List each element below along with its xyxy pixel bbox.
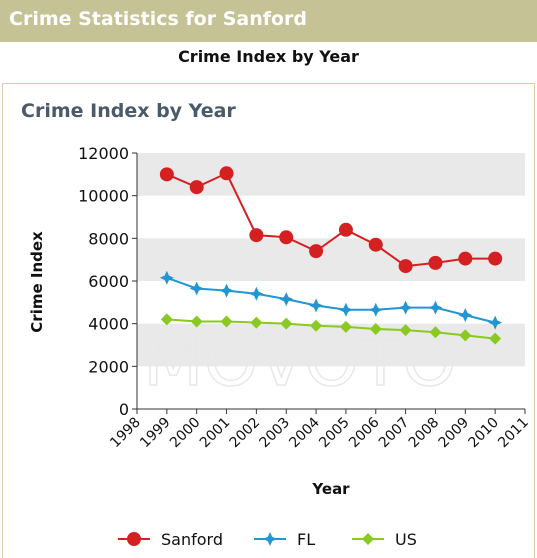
data-point-fl	[488, 315, 503, 330]
legend-item-us: US	[352, 530, 417, 549]
legend-marker-us	[362, 533, 374, 545]
x-tick-label: 2003	[257, 415, 294, 452]
y-tick-label: 6000	[88, 272, 129, 291]
chart-panel	[2, 83, 535, 558]
chart-subheading: Crime Index by Year	[178, 47, 359, 66]
data-point-us	[489, 332, 502, 345]
x-tick-label: 2008	[406, 415, 443, 452]
data-point-sanford	[338, 222, 353, 237]
legend-item-sanford: Sanford	[118, 530, 223, 549]
data-point-sanford	[428, 255, 443, 270]
x-tick-label: 2011	[495, 415, 532, 452]
series-line-fl	[166, 276, 496, 324]
legend-label-sanford: Sanford	[161, 530, 223, 549]
x-tick-label: 2004	[286, 414, 323, 451]
data-point-fl	[428, 300, 443, 315]
data-point-fl	[279, 292, 294, 307]
page-title: Crime Statistics for Sanford	[9, 8, 308, 30]
data-point-us	[310, 319, 323, 332]
x-tick-label: 2000	[167, 415, 204, 452]
x-tick-label: 2010	[465, 415, 502, 452]
data-point-us	[160, 313, 173, 326]
data-point-us	[429, 326, 442, 339]
data-point-us	[280, 317, 293, 330]
data-point-fl	[189, 281, 204, 296]
legend-marker-fl	[263, 532, 277, 546]
y-tick-label: 4000	[88, 315, 129, 334]
series-fl	[159, 270, 503, 330]
chart-title: Crime Index by Year	[21, 100, 236, 122]
series-us	[160, 313, 502, 345]
y-tick-label: 8000	[88, 229, 129, 248]
series-group	[159, 166, 503, 345]
data-point-sanford	[309, 244, 324, 259]
y-tick-labels: 0 2000 4000 6000 8000 10000 12000	[78, 144, 129, 419]
watermark-text: MOVOTO	[143, 320, 457, 402]
data-point-sanford	[219, 166, 234, 181]
y-tick-label: 0	[119, 400, 129, 419]
data-point-us	[190, 315, 203, 328]
legend: Sanford FL US	[118, 530, 417, 549]
data-point-fl	[159, 270, 174, 285]
data-point-fl	[338, 302, 353, 317]
x-tick-label: 1998	[107, 415, 144, 452]
data-point-sanford	[249, 228, 264, 243]
data-point-sanford	[398, 259, 413, 274]
data-point-us	[220, 315, 233, 328]
y-tick-label: 12000	[78, 144, 129, 163]
data-point-fl	[398, 300, 413, 315]
x-tick-labels: 1998199920002001200220032004200520062007…	[107, 414, 532, 451]
y-axis-label: Crime Index	[28, 231, 46, 333]
series-sanford	[159, 166, 503, 274]
data-point-sanford	[159, 167, 174, 182]
data-point-sanford	[279, 230, 294, 245]
data-point-fl	[309, 298, 324, 313]
legend-item-fl: FL	[254, 530, 315, 549]
y-tick-label: 2000	[88, 357, 129, 376]
legend-marker-sanford	[127, 532, 141, 546]
header-bar: Crime Statistics for Sanford	[0, 0, 537, 42]
x-tick-label: 2005	[316, 415, 353, 452]
data-point-fl	[219, 283, 234, 298]
data-point-us	[250, 316, 263, 329]
data-point-us	[459, 329, 472, 342]
x-axis-label: Year	[311, 480, 350, 498]
data-point-us	[369, 323, 382, 335]
data-point-sanford	[488, 251, 503, 266]
data-point-fl	[249, 286, 264, 301]
data-point-us	[399, 324, 412, 337]
grid-band	[137, 323, 525, 367]
y-tick-label: 10000	[78, 187, 129, 206]
x-tick-label: 2001	[197, 415, 234, 452]
legend-label-fl: FL	[297, 530, 315, 549]
data-point-us	[339, 320, 352, 333]
data-point-sanford	[458, 251, 473, 266]
data-point-sanford	[368, 237, 383, 252]
x-tick-label: 2007	[376, 415, 413, 452]
x-tick-label: 2006	[346, 414, 383, 451]
data-point-fl	[368, 302, 383, 317]
x-tick-label: 1999	[137, 415, 174, 452]
axes	[132, 152, 526, 414]
legend-label-us: US	[395, 530, 417, 549]
x-tick-label: 2009	[436, 415, 473, 452]
data-point-sanford	[189, 180, 204, 195]
data-point-fl	[458, 308, 473, 323]
x-tick-label: 2002	[227, 415, 264, 452]
